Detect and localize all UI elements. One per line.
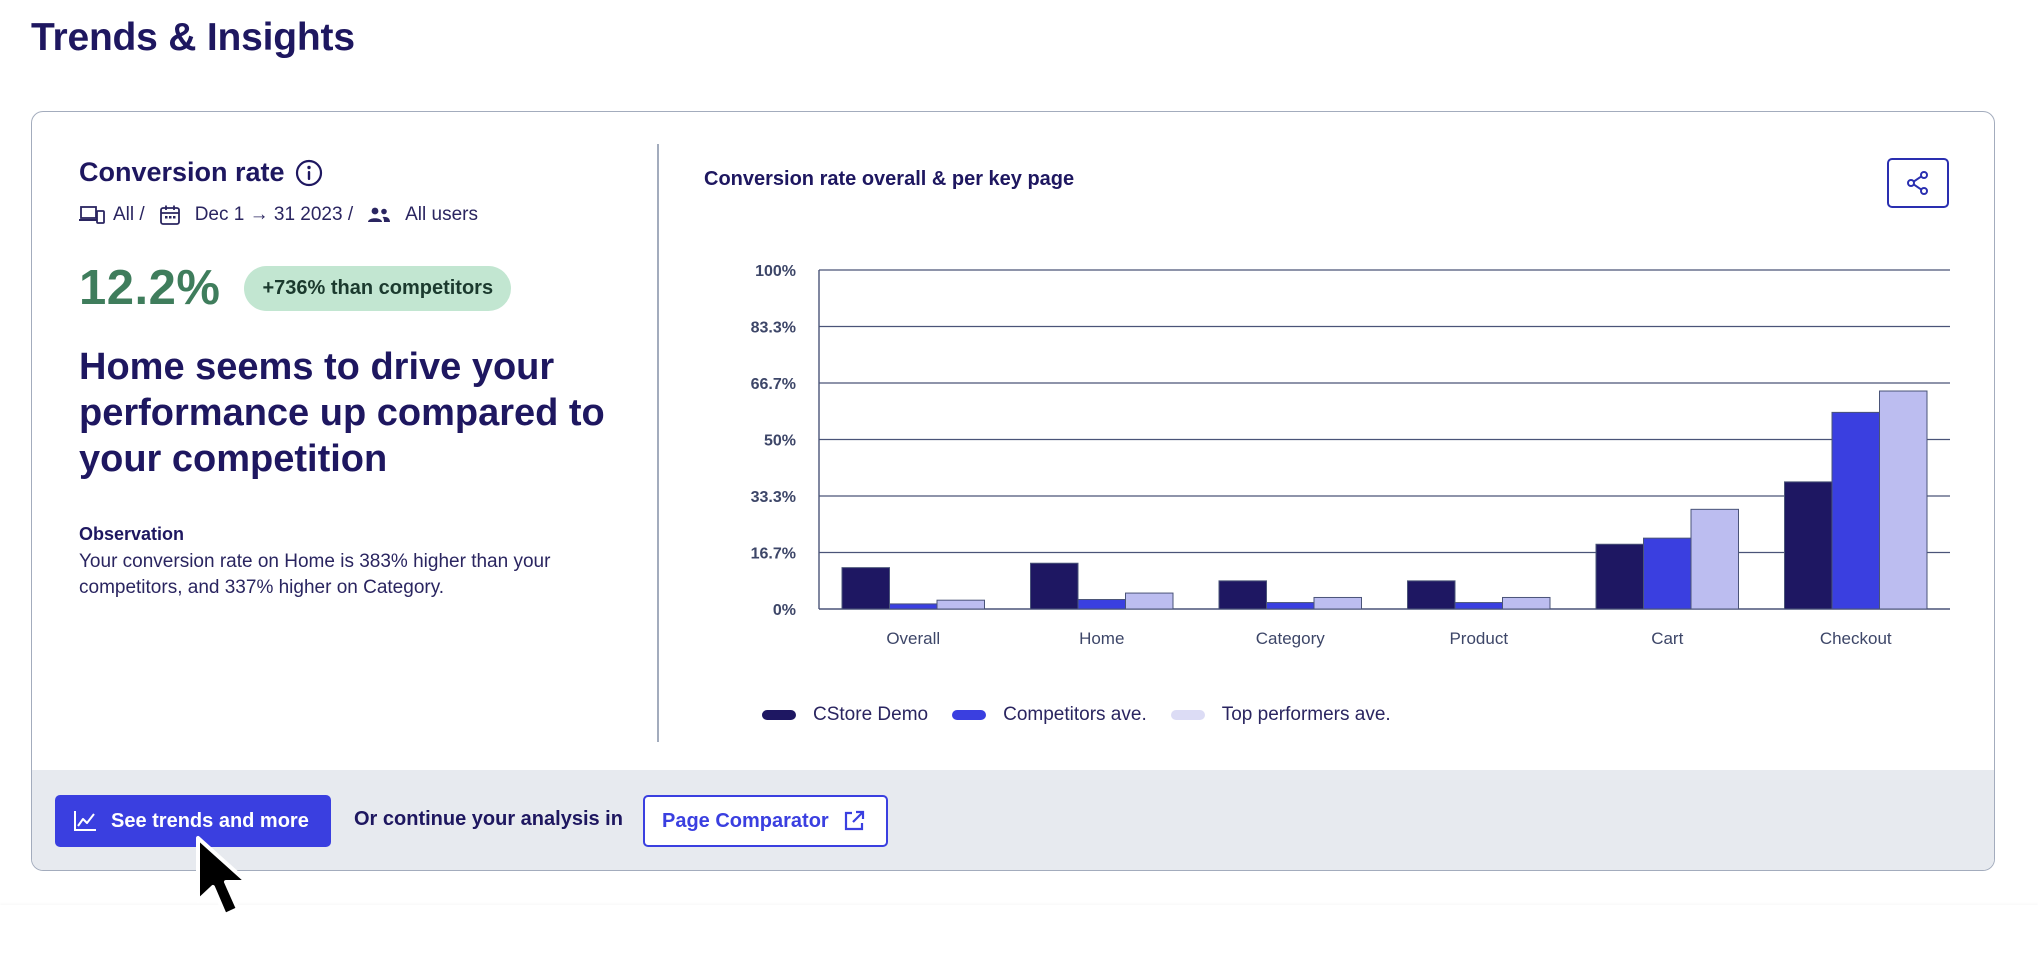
share-icon — [1907, 171, 1928, 195]
mouse-cursor-icon — [196, 836, 249, 917]
bar-cart-series-1 — [1643, 537, 1692, 610]
users-icon — [368, 207, 391, 222]
observation-text: Your conversion rate on Home is 383% hig… — [79, 551, 551, 598]
observation-title: Observation — [79, 524, 185, 544]
metric-title-row: Conversion rate — [79, 157, 639, 188]
x-tick-label: Checkout — [1820, 629, 1892, 648]
page-comparator-button[interactable]: Page Comparator — [643, 795, 888, 847]
y-tick-label: 83.3% — [751, 320, 796, 337]
legend-swatch — [762, 710, 796, 720]
see-trends-label: See trends and more — [111, 809, 309, 832]
y-tick-label: 33.3% — [751, 489, 796, 506]
legend-item-top-performers[interactable]: Top performers ave. — [1170, 704, 1391, 726]
legend-label: CStore Demo — [813, 704, 929, 725]
bar-overall-series-0 — [841, 567, 890, 610]
x-tick-label: Home — [1079, 629, 1124, 648]
metric-panel: Conversion rate All / — [79, 157, 639, 601]
legend-item-competitors[interactable]: Competitors ave. — [952, 704, 1147, 726]
legend-label: Top performers ave. — [1221, 704, 1391, 725]
see-trends-button[interactable]: See trends and more — [55, 795, 331, 847]
bar-category-series-2 — [1313, 596, 1362, 610]
page-title: Trends & Insights — [31, 16, 355, 59]
filter-summary: All / Dec 1 → 31 2023 / All users — [79, 204, 639, 226]
bar-product-series-1 — [1454, 602, 1503, 610]
bar-overall-series-1 — [889, 603, 938, 610]
bar-product-series-2 — [1502, 596, 1551, 610]
card-footer: See trends and more Or continue your ana… — [32, 770, 1994, 870]
share-button[interactable] — [1887, 158, 1949, 208]
bar-category-series-0 — [1218, 580, 1267, 610]
x-tick-label: Overall — [886, 629, 940, 648]
y-tick-label: 0% — [773, 602, 796, 619]
bar-overall-series-2 — [936, 599, 985, 610]
bar-checkout-series-1 — [1831, 411, 1880, 610]
device-filter: All / — [113, 204, 145, 225]
metric-title: Conversion rate — [79, 157, 285, 187]
info-icon[interactable] — [295, 159, 323, 187]
bar-cart-series-2 — [1690, 508, 1739, 610]
page-bottom-band — [0, 905, 2038, 962]
insight-headline: Home seems to drive your performance up … — [79, 346, 605, 480]
legend-item-cstore[interactable]: CStore Demo — [762, 704, 928, 726]
chart-legend: CStore Demo Competitors ave. Top perform… — [762, 704, 1415, 726]
legend-label: Competitors ave. — [1003, 704, 1147, 725]
bar-category-series-1 — [1266, 602, 1315, 610]
bar-home-series-2 — [1125, 592, 1174, 610]
segment-filter: All users — [405, 204, 478, 225]
bar-checkout-series-2 — [1879, 390, 1928, 610]
y-tick-label: 100% — [755, 263, 796, 280]
trend-chart-icon — [74, 811, 96, 831]
comparison-badge: +736% than competitors — [244, 265, 512, 311]
metric-value: 12.2% — [79, 261, 221, 315]
panel-divider — [657, 144, 659, 742]
conversion-bar-chart: 100% 83.3% 66.7% 50% 33.3% 16.7% 0% Overall Home… — [751, 263, 1950, 648]
metric-value-row: 12.2% +736% than competitors — [79, 260, 639, 316]
external-link-icon — [844, 810, 864, 831]
y-tick-label: 16.7% — [751, 546, 796, 563]
bar-cart-series-0 — [1595, 543, 1644, 610]
bar-product-series-0 — [1407, 580, 1456, 610]
y-tick-label: 50% — [764, 433, 796, 450]
x-tick-label: Product — [1449, 629, 1508, 648]
legend-swatch — [952, 710, 987, 720]
calendar-icon — [159, 205, 180, 225]
legend-swatch — [1170, 710, 1205, 720]
continue-text: Or continue your analysis in — [354, 808, 623, 830]
devices-icon — [79, 206, 105, 224]
chart-title: Conversion rate overall & per key page — [704, 168, 1075, 190]
date-filter: Dec 1 → 31 2023 / — [194, 204, 354, 225]
bar-home-series-1 — [1077, 599, 1126, 610]
x-tick-label: Cart — [1651, 629, 1683, 648]
y-tick-label: 66.7% — [751, 376, 796, 393]
page-comparator-label: Page Comparator — [662, 809, 829, 832]
x-tick-label: Category — [1256, 629, 1325, 648]
insight-card: Conversion rate All / — [31, 111, 1995, 871]
bar-checkout-series-0 — [1784, 481, 1833, 610]
bar-home-series-0 — [1030, 562, 1079, 610]
